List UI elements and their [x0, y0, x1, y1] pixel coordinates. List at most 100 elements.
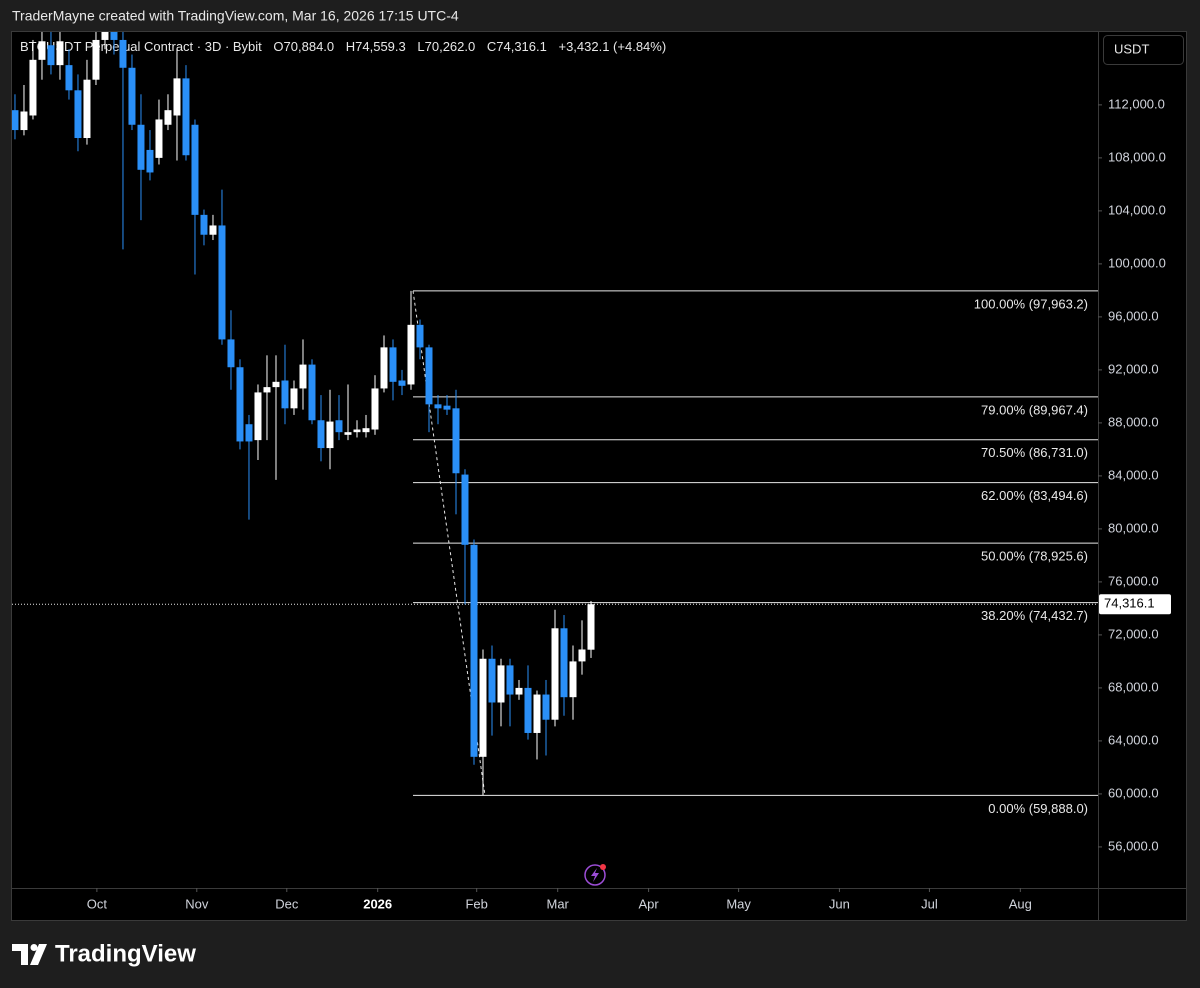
- candle-body: [506, 665, 514, 695]
- x-tick-label: Nov: [185, 896, 209, 911]
- y-tick-label: 56,000.0: [1108, 838, 1159, 853]
- fib-label: 70.50% (86,731.0): [981, 445, 1088, 460]
- candle-body: [245, 424, 253, 442]
- candle-body: [182, 78, 190, 156]
- candle-body: [578, 649, 586, 662]
- candle-body: [362, 428, 370, 433]
- candle-body: [470, 544, 478, 757]
- x-tick-label: May: [726, 896, 751, 911]
- candle-body: [263, 387, 271, 393]
- candle-body: [29, 59, 37, 116]
- candle-body: [128, 67, 136, 125]
- candle-body: [479, 658, 487, 757]
- candle-body: [281, 380, 289, 409]
- x-tick-label: Jun: [829, 896, 850, 911]
- candle-body: [398, 380, 406, 386]
- candle-body: [326, 421, 334, 449]
- y-tick-label: 104,000.0: [1108, 202, 1166, 217]
- candle-body: [533, 694, 541, 733]
- candle-body: [65, 65, 73, 91]
- candle-body: [83, 79, 91, 139]
- candle-body: [227, 339, 235, 368]
- candle-body: [425, 347, 433, 405]
- y-tick-label: 60,000.0: [1108, 785, 1159, 800]
- fib-trend: [412, 290, 486, 796]
- ohlc-low: L70,262.0: [417, 39, 475, 54]
- candle-body: [551, 628, 559, 720]
- brand: TradingView: [55, 940, 196, 967]
- candle-body: [416, 324, 424, 348]
- candle-body: [407, 324, 415, 385]
- y-tick-label: 112,000.0: [1108, 96, 1165, 111]
- y-tick-label: 76,000.0: [1108, 573, 1159, 588]
- candle-body: [299, 364, 307, 389]
- candle-body: [164, 110, 172, 125]
- legend: BTCUSDT Perpetual Contract · 3D · Bybit …: [20, 39, 666, 54]
- candle-body: [461, 474, 469, 545]
- y-tick-label: 68,000.0: [1108, 679, 1159, 694]
- candle-body: [371, 388, 379, 430]
- x-tick-label: Aug: [1009, 896, 1032, 911]
- candle-body: [335, 420, 343, 433]
- candle-body: [569, 661, 577, 698]
- candle-body: [110, 32, 118, 40]
- y-tick-label: 96,000.0: [1108, 308, 1159, 323]
- candle-body: [524, 687, 532, 733]
- header: TraderMayne created with TradingView.com…: [12, 8, 459, 24]
- last-price-badge: [1099, 594, 1171, 615]
- title: BTCUSDT Perpetual Contract · 3D · Bybit: [20, 39, 262, 54]
- x-tick-label: Feb: [465, 896, 487, 911]
- fib-label: 100.00% (97,963.2): [974, 296, 1088, 311]
- event-icon[interactable]: [584, 864, 606, 886]
- fib-label: 79.00% (89,967.4): [981, 402, 1088, 417]
- candle-body: [119, 39, 127, 68]
- fib-label: 0.00% (59,888.0): [988, 801, 1088, 816]
- candle-body: [218, 225, 226, 340]
- fib-label: 50.00% (78,925.6): [981, 549, 1088, 564]
- x-tick-label: Apr: [638, 896, 659, 911]
- plot: 100.00% (97,963.2) 79.00% (89,967.4) 70.50…: [12, 32, 1098, 816]
- candle-body: [173, 78, 181, 116]
- x-tick-label: Mar: [547, 896, 570, 911]
- y-tick-label: 72,000.0: [1108, 626, 1159, 641]
- candle-body: [443, 405, 451, 410]
- x-tick-label: Oct: [87, 896, 108, 911]
- unit-button[interactable]: [1103, 35, 1184, 65]
- candle-body: [254, 392, 262, 441]
- candle-body: [344, 432, 352, 435]
- y-tick-label: 92,000.0: [1108, 361, 1159, 376]
- candle-body: [290, 388, 298, 409]
- candle-body: [101, 32, 109, 40]
- fib-label: 38.20% (74,432.7): [981, 608, 1088, 623]
- candle-body: [74, 90, 82, 139]
- y-tick-label: 108,000.0: [1108, 149, 1166, 164]
- panel: [11, 31, 1187, 921]
- candle-body: [137, 124, 145, 170]
- candle-body: [20, 111, 28, 131]
- ohlc-change: +3,432.1 (+4.84%): [558, 39, 666, 54]
- candle-body: [353, 429, 361, 433]
- y-tick-label: 88,000.0: [1108, 414, 1159, 429]
- candle-body: [155, 119, 163, 158]
- candle-body: [38, 41, 46, 60]
- y-tick-label: 64,000.0: [1108, 732, 1159, 747]
- candle-body: [317, 420, 325, 449]
- unit: USDT: [1114, 41, 1149, 56]
- candle-body: [497, 665, 505, 703]
- y-tick-label: 80,000.0: [1108, 520, 1159, 535]
- ohlc-close: C74,316.1: [487, 39, 547, 54]
- candle-body: [488, 658, 496, 703]
- candle-body: [587, 604, 595, 650]
- ohlc-open: O70,884.0: [273, 39, 334, 54]
- candle-body: [209, 225, 217, 235]
- candle-body: [434, 404, 442, 409]
- ohlc-high: H74,559.3: [346, 39, 406, 54]
- candle-body: [542, 694, 550, 720]
- candle-body: [92, 39, 100, 80]
- candle-body: [200, 214, 208, 235]
- candle-body: [515, 687, 523, 695]
- candle-body: [389, 347, 397, 382]
- candle-body: [146, 149, 154, 173]
